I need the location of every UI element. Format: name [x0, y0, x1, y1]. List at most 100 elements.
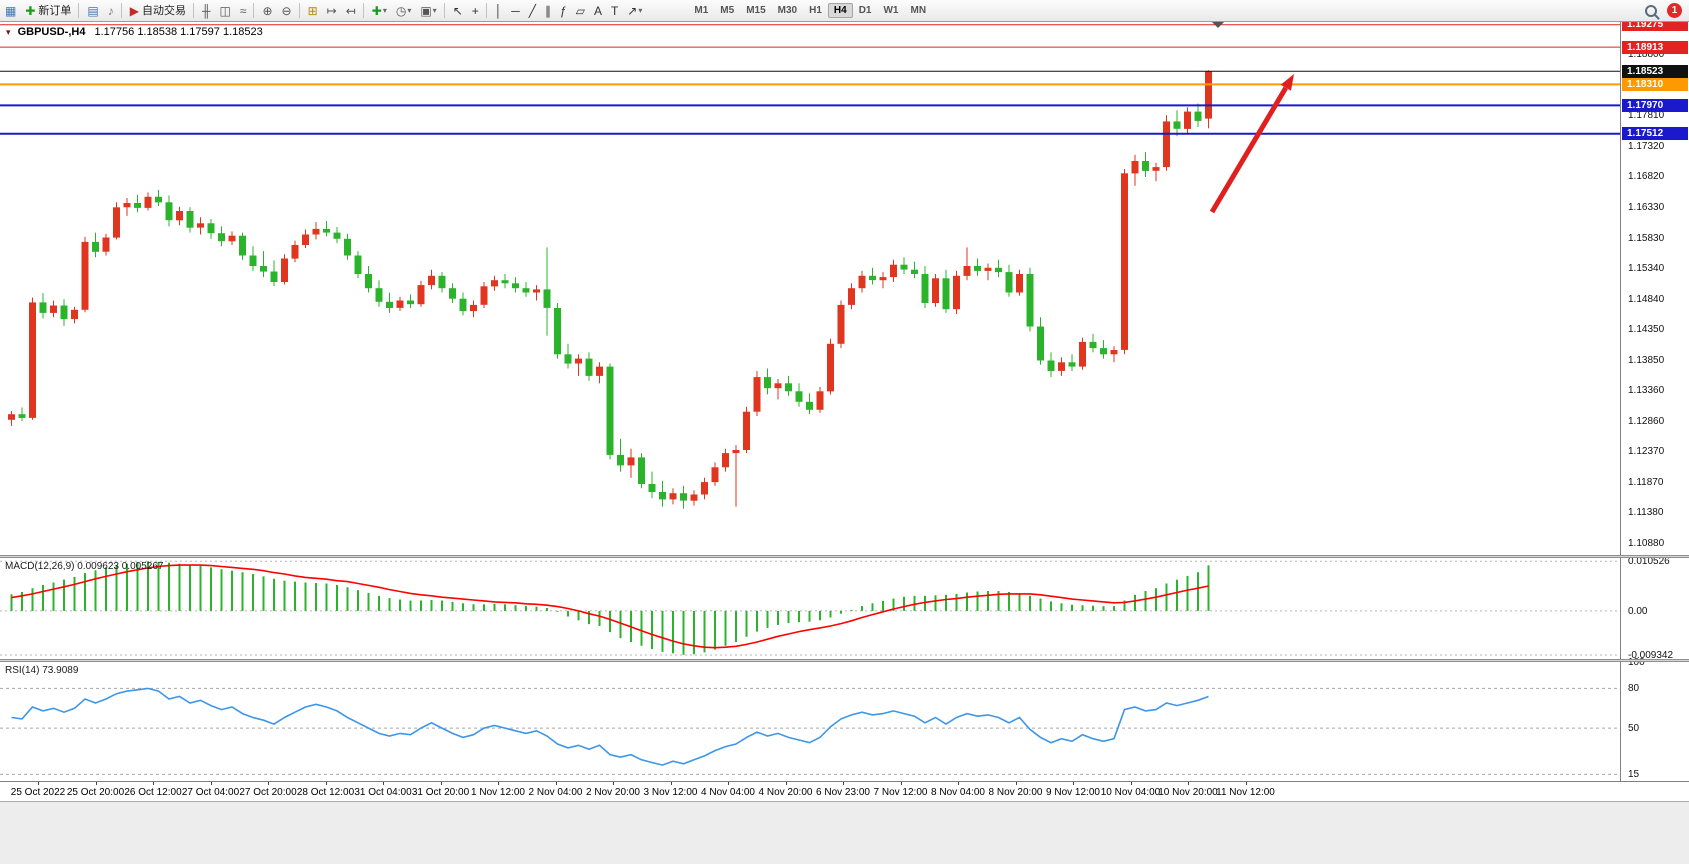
- search-icon[interactable]: [1645, 5, 1660, 20]
- notification-badge[interactable]: 1: [1667, 3, 1682, 18]
- time-axis-tick: [613, 782, 614, 785]
- price-tick-label: 1.11380: [1628, 507, 1664, 518]
- time-axis-label: 10 Nov 04:00: [1100, 787, 1161, 798]
- price-tick-label: 1.13850: [1628, 355, 1665, 366]
- line-chart-icon[interactable]: ≈: [236, 1, 251, 21]
- macd-canvas[interactable]: [0, 558, 1620, 659]
- time-axis-tick: [900, 782, 902, 785]
- toolbar: ▦ ✚ 新订单 ▤ ♪ ▶ 自动交易 ╫ ◫ ≈ ⊕ ⊖ ⊞ ↦ ↤ ✚ ▾ ◷ ▾ ▣ ▾ ↖ + │ ─ ╱ ∥ ƒ ▱ A T ↗ ▾ M…: [0, 0, 1689, 22]
- text-label-icon[interactable]: T: [607, 1, 622, 21]
- equidistant-channel-icon[interactable]: ∥: [541, 1, 555, 21]
- toolbar-separator: [485, 3, 487, 18]
- time-axis-label: 4 Nov 20:00: [758, 787, 813, 798]
- time-axis-label: 31 Oct 20:00: [411, 787, 470, 798]
- zoom-out-icon[interactable]: ⊖: [278, 1, 296, 21]
- zoom-in-icon-glyph: ⊕: [262, 3, 273, 18]
- profiles-icon-glyph: ▤: [87, 3, 99, 18]
- toolbar-separator: [120, 3, 122, 18]
- time-axis-tick: [958, 782, 959, 785]
- time-axis[interactable]: 25 Oct 2022 25 Oct 20:00 26 Oct 12:00 27 Oc…: [0, 781, 1689, 801]
- price-tick-label: 1.15830: [1628, 233, 1665, 244]
- profiles-icon[interactable]: ▤: [83, 1, 102, 21]
- macd-histogram: [10, 561, 1210, 655]
- horizontal-line-icon-glyph: ─: [511, 3, 520, 18]
- tile-windows-icon[interactable]: ⊞: [304, 1, 322, 21]
- horizontal-line-icon[interactable]: ─: [507, 1, 524, 21]
- bar-chart-icon-glyph: ╫: [201, 3, 211, 18]
- macd-panel[interactable]: [0, 558, 1620, 659]
- text-icon[interactable]: A: [590, 1, 606, 21]
- shapes-icon[interactable]: ▱: [572, 1, 589, 21]
- time-axis-tick: [95, 782, 97, 785]
- price-level-label: 1.17970: [1622, 99, 1688, 112]
- chart-shift-icon[interactable]: ↤: [342, 1, 360, 21]
- rsi-canvas[interactable]: [0, 662, 1620, 781]
- price-tick-label: 1.16820: [1628, 171, 1665, 182]
- price-tick-label: 1.11870: [1628, 477, 1664, 488]
- auto-scroll-icon[interactable]: ↦: [323, 1, 341, 21]
- main-chart-panel[interactable]: [0, 22, 1620, 555]
- panel-splitter-rsi[interactable]: [0, 659, 1689, 662]
- timeframe-button-H4[interactable]: H4: [827, 3, 853, 18]
- timeframe-button-M30[interactable]: M30: [777, 5, 798, 16]
- time-axis-label: 9 Nov 12:00: [1046, 787, 1100, 798]
- periods-icon[interactable]: ◷ ▾: [392, 1, 416, 21]
- time-axis-label: 6 Nov 23:00: [816, 787, 870, 798]
- timeframe-button-D1[interactable]: D1: [858, 5, 872, 16]
- time-axis-label: 11 Nov 12:00: [1216, 787, 1275, 798]
- timeframe-button-M15[interactable]: M15: [746, 5, 766, 16]
- periods-icon-dropdown-icon: ▾: [407, 5, 412, 15]
- arrows-icon[interactable]: ↗ ▾: [623, 1, 646, 21]
- candlestick-chart-icon-glyph: ◫: [219, 3, 231, 18]
- fibonacci-icon[interactable]: ƒ: [556, 1, 571, 21]
- autotrading-button-glyph: ▶: [129, 3, 139, 18]
- arrows-icon-glyph: ↗: [627, 3, 638, 18]
- new-order-button[interactable]: ✚ 新订单: [21, 1, 75, 21]
- new-chart-window-icon-glyph: ▦: [5, 3, 17, 18]
- crosshair-icon-glyph: +: [471, 3, 479, 18]
- timeframe-button-H1[interactable]: H1: [809, 5, 822, 16]
- new-chart-window-icon[interactable]: ▦: [1, 1, 20, 21]
- candlestick-chart-icon[interactable]: ◫: [216, 1, 235, 21]
- panel-splitter-macd[interactable]: [0, 555, 1689, 558]
- zoom-in-icon[interactable]: ⊕: [258, 1, 276, 21]
- trend-arrow-head: [1280, 74, 1294, 91]
- price-level-label: 1.18913: [1622, 41, 1688, 54]
- autotrading-button[interactable]: ▶ 自动交易: [126, 1, 190, 21]
- timeframe-button-M1[interactable]: M1: [694, 5, 709, 16]
- trendline-icon[interactable]: ╱: [525, 1, 540, 21]
- bar-chart-icon[interactable]: ╫: [198, 1, 215, 21]
- line-chart-icon-glyph: ≈: [239, 3, 247, 18]
- chart-shift-marker-icon: [1212, 22, 1224, 28]
- sound-alert-icon[interactable]: ♪: [104, 1, 118, 21]
- main-chart-canvas[interactable]: [0, 22, 1620, 555]
- time-axis-label: 2 Nov 04:00: [528, 787, 583, 798]
- rsi-indicator-label: RSI(14) 73.9089: [5, 665, 79, 676]
- templates-icon[interactable]: ▣ ▾: [416, 1, 440, 21]
- timeframe-button-W1[interactable]: W1: [883, 5, 899, 16]
- timeframe-button-M5[interactable]: M5: [720, 5, 735, 16]
- cursor-icon[interactable]: ↖: [449, 1, 467, 21]
- price-tick-label: 1.13360: [1628, 385, 1665, 396]
- rsi-panel[interactable]: [0, 662, 1620, 781]
- auto-scroll-icon-glyph: ↦: [326, 3, 337, 18]
- time-axis-tick: [728, 782, 729, 785]
- timeframe-button-MN[interactable]: MN: [910, 5, 927, 16]
- macd-indicator-label: MACD(12,26,9) 0.009623 0.005267: [5, 561, 164, 572]
- crosshair-icon[interactable]: +: [468, 1, 483, 21]
- indicators-icon[interactable]: ✚ ▾: [368, 1, 391, 21]
- timeframe-group: M1 M5 M15 M30 H1 H4 D1 W1 MN: [688, 3, 932, 18]
- indicators-icon-dropdown-icon: ▾: [382, 5, 387, 15]
- price-axis[interactable]: 1.18800 1.17810 1.17320 1.16820 1.16330 1.158…: [1620, 18, 1689, 781]
- indicators-icon-glyph: ✚: [371, 3, 382, 18]
- time-axis-tick: [1245, 782, 1247, 785]
- rsi-axis-label: 80: [1628, 683, 1640, 694]
- trend-arrow-annotation[interactable]: [1209, 86, 1288, 214]
- chart-collapse-icon[interactable]: ▾: [6, 27, 11, 37]
- time-axis-tick: [555, 782, 557, 785]
- vertical-line-icon[interactable]: │: [491, 1, 507, 21]
- rsi-line: [11, 687, 1209, 766]
- chart-shift-icon-glyph: ↤: [345, 3, 356, 18]
- chart-symbol-period: GBPUSD-,H4: [17, 26, 86, 38]
- toolbar-separator: [362, 3, 364, 18]
